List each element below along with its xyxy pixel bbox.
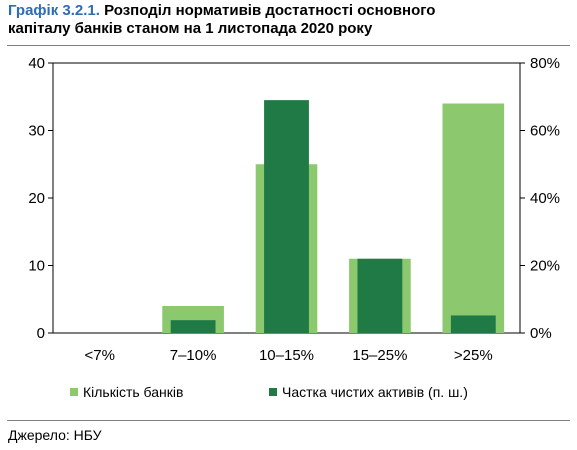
- legend-item-banks: Кількість банків: [70, 384, 183, 400]
- chart-number: Графік 3.2.1.: [8, 2, 100, 19]
- source-note: Джерело: НБУ: [8, 427, 102, 443]
- chart-title: Графік 3.2.1. Розподіл нормативів достат…: [8, 2, 568, 38]
- category-label: 15–25%: [352, 347, 407, 364]
- legend-swatch-banks: [70, 388, 78, 396]
- category-label: <7%: [84, 347, 114, 364]
- left-tick-label: 0: [37, 325, 45, 342]
- left-tick-label: 10: [28, 258, 45, 275]
- bar-bank-count: [442, 103, 505, 333]
- right-tick-label: 0%: [530, 325, 552, 342]
- category-label: >25%: [454, 347, 493, 364]
- legend-label-assets: Частка чистих активів (п. ш.): [282, 384, 468, 400]
- right-tick-label: 60%: [530, 123, 560, 140]
- legend-swatch-assets: [269, 388, 277, 396]
- category-label: 10–15%: [259, 347, 314, 364]
- left-tick-label: 40: [28, 55, 45, 72]
- top-divider: [7, 45, 570, 46]
- legend-item-assets: Частка чистих активів (п. ш.): [269, 384, 468, 400]
- bar-asset-share: [450, 315, 496, 333]
- right-tick-label: 80%: [530, 55, 560, 72]
- chart-title-line2: капіталу банків станом на 1 листопада 20…: [8, 20, 373, 37]
- left-tick-label: 20: [28, 190, 45, 207]
- bar-asset-share: [357, 258, 403, 333]
- chart-title-line1: Розподіл нормативів достатності основног…: [104, 2, 436, 19]
- bottom-divider: [7, 420, 570, 421]
- category-label: 7–10%: [170, 347, 217, 364]
- legend-label-banks: Кількість банків: [83, 384, 184, 400]
- right-tick-label: 20%: [530, 258, 560, 275]
- left-tick-label: 30: [28, 123, 45, 140]
- right-tick-label: 40%: [530, 190, 560, 207]
- bar-asset-share: [170, 320, 216, 333]
- bar-asset-share: [264, 100, 309, 333]
